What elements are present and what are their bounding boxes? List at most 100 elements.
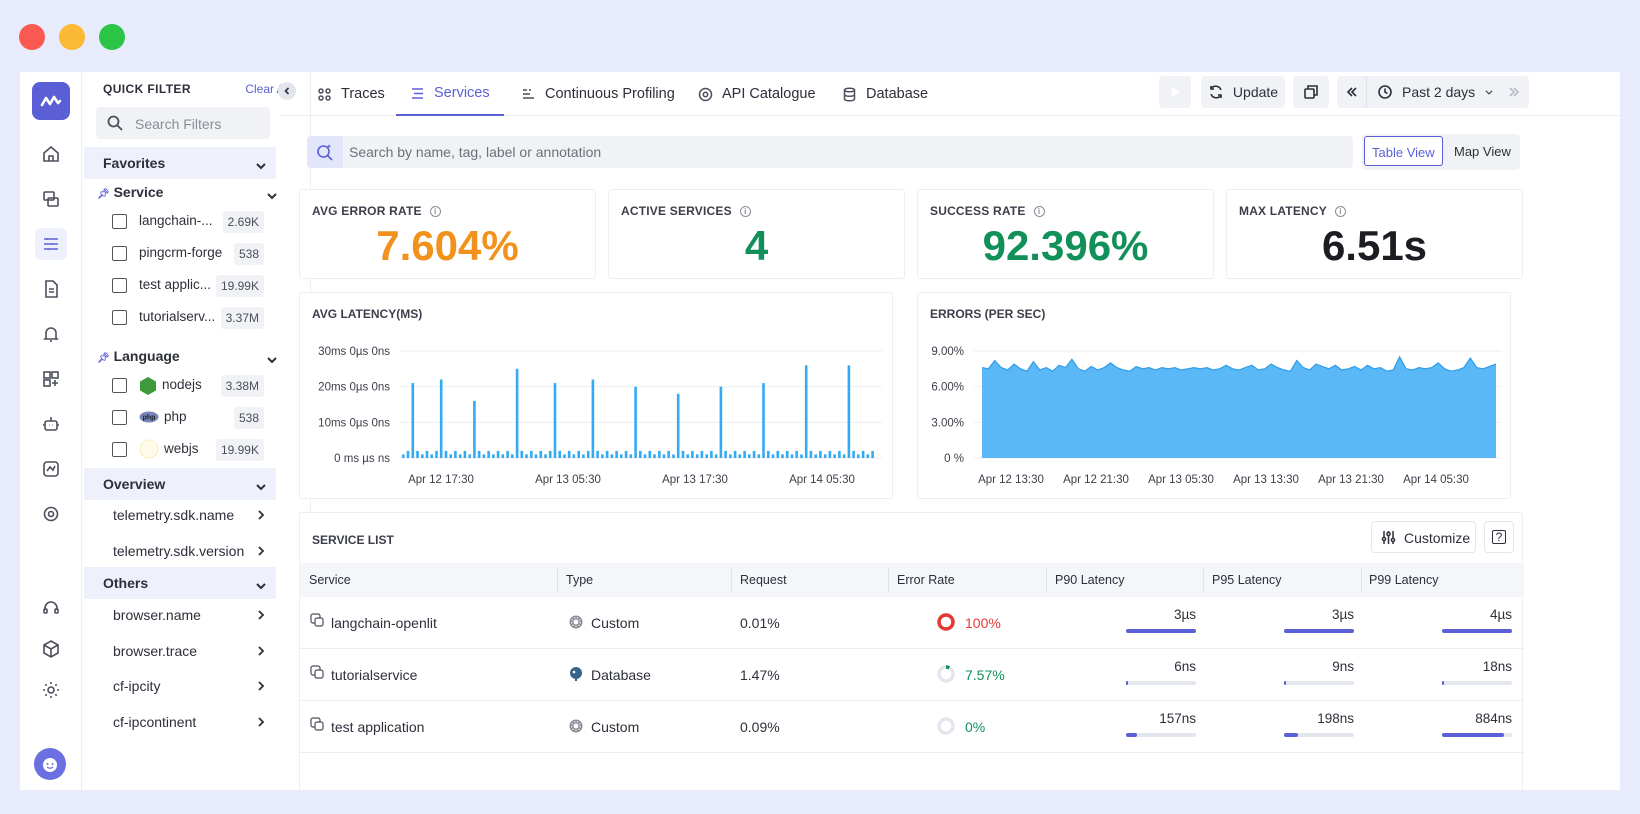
maximize-window-button[interactable] xyxy=(99,24,125,50)
table-view-button[interactable]: Table View xyxy=(1364,136,1443,166)
home-icon[interactable] xyxy=(35,138,67,170)
y-tick-label: 6.00% xyxy=(931,382,964,394)
attribute-label: cf-ipcity xyxy=(113,678,161,694)
dashboard-add-icon[interactable] xyxy=(35,363,67,395)
map-view-button[interactable]: Map View xyxy=(1454,144,1511,159)
filter-item-language[interactable]: php php 538 xyxy=(112,406,264,430)
double-chevron-left-icon xyxy=(1346,87,1357,97)
filter-item-language[interactable]: nodejs 3.38M xyxy=(112,374,264,398)
play-icon xyxy=(1172,87,1180,97)
latency-bar xyxy=(653,454,656,458)
latency-bar xyxy=(776,450,780,458)
settings-cog-icon[interactable] xyxy=(35,498,67,530)
user-avatar[interactable] xyxy=(34,748,66,780)
latency-bar xyxy=(676,393,680,458)
logs-icon[interactable] xyxy=(35,273,67,305)
main-content: Traces Services Continuous Profiling API… xyxy=(279,72,1620,790)
apm-icon[interactable] xyxy=(35,228,67,260)
info-icon[interactable]: i xyxy=(429,206,441,217)
column-header-service[interactable]: Service xyxy=(309,573,351,587)
latency-bar xyxy=(828,450,832,458)
app-logo[interactable] xyxy=(32,82,70,120)
minimize-window-button[interactable] xyxy=(59,24,85,50)
copy-button[interactable] xyxy=(1293,76,1329,108)
chevron-right-icon xyxy=(258,610,265,620)
column-header-p90-latency[interactable]: P90 Latency xyxy=(1055,573,1125,587)
column-header-p95-latency[interactable]: P95 Latency xyxy=(1212,573,1282,587)
service-search-input[interactable]: Search by name, tag, label or annotation xyxy=(307,136,1353,168)
tab-api-catalogue[interactable]: API Catalogue xyxy=(698,72,816,116)
checkbox[interactable] xyxy=(112,410,127,425)
filter-item-service[interactable]: langchain-... 2.69K xyxy=(112,210,264,234)
help-button[interactable]: ? xyxy=(1484,521,1514,553)
service-name[interactable]: langchain-openlit xyxy=(331,615,437,631)
filter-item-label: langchain-... xyxy=(139,213,213,228)
attribute-item[interactable]: telemetry.sdk.name xyxy=(113,507,265,523)
language-group-header[interactable]: 📌︎ Language xyxy=(97,348,277,364)
attribute-item[interactable]: telemetry.sdk.version xyxy=(113,543,265,559)
update-button[interactable]: Update xyxy=(1201,76,1285,108)
info-icon[interactable]: i xyxy=(739,206,751,217)
service-name[interactable]: tutorialservice xyxy=(331,667,418,683)
checkbox[interactable] xyxy=(112,442,127,457)
attribute-item[interactable]: cf-ipcontinent xyxy=(113,714,265,730)
latency-bar xyxy=(681,450,685,458)
latency-bar-track xyxy=(1442,733,1512,737)
filter-search-input[interactable]: Search Filters xyxy=(96,107,270,139)
attribute-label: browser.name xyxy=(113,607,201,623)
integrations-icon[interactable] xyxy=(35,633,67,665)
kpi-label-text: MAX LATENCY xyxy=(1239,204,1327,218)
infrastructure-icon[interactable] xyxy=(35,183,67,215)
tab-database[interactable]: Database xyxy=(842,72,928,116)
time-range-picker[interactable]: Past 2 days xyxy=(1337,76,1527,108)
next-range-button[interactable] xyxy=(1499,76,1529,108)
gear-icon[interactable] xyxy=(35,674,67,706)
checkbox[interactable] xyxy=(112,310,127,325)
tab-traces[interactable]: Traces xyxy=(317,72,385,116)
chevron-right-icon xyxy=(258,546,265,556)
service-group-header[interactable]: 📌︎ Service xyxy=(97,184,277,200)
attribute-item[interactable]: browser.name xyxy=(113,607,265,623)
favorites-section[interactable]: Favorites xyxy=(84,147,276,179)
others-section[interactable]: Others xyxy=(84,567,276,599)
info-icon[interactable]: i xyxy=(1033,206,1045,217)
latency-bar xyxy=(548,450,552,458)
support-icon[interactable] xyxy=(35,592,67,624)
attribute-item[interactable]: cf-ipcity xyxy=(113,678,265,694)
latency-bar xyxy=(800,454,803,458)
column-header-p99-latency[interactable]: P99 Latency xyxy=(1369,573,1439,587)
attribute-item[interactable]: browser.trace xyxy=(113,643,265,659)
prev-range-button[interactable] xyxy=(1337,76,1367,108)
checkbox[interactable] xyxy=(112,378,127,393)
table-row[interactable]: langchain-openlit Custom 0.01% 100% 3µs 3µs 4µ… xyxy=(300,597,1524,649)
info-icon[interactable]: i xyxy=(1334,206,1346,217)
collapse-panel-button[interactable] xyxy=(278,82,296,100)
alerts-icon[interactable] xyxy=(35,318,67,350)
close-window-button[interactable] xyxy=(19,24,45,50)
filter-item-language[interactable]: webjs 19.99K xyxy=(112,438,264,462)
latency-bar xyxy=(819,450,822,458)
avg-latency-chart[interactable]: 30ms 0µs 0ns 20ms 0µs 0ns 10ms 0µs 0ns 0 ms… xyxy=(300,293,892,498)
checkbox[interactable] xyxy=(112,214,127,229)
table-row[interactable]: tutorialservice Database 1.47% 7.57% 6ns 9ns 1… xyxy=(300,649,1524,701)
filter-item-service[interactable]: tutorialserv... 3.37M xyxy=(112,306,264,330)
filter-item-service[interactable]: pingcrm-forge 538 xyxy=(112,242,264,266)
filter-item-service[interactable]: test applic... 19.99K xyxy=(112,274,264,298)
customize-button[interactable]: Customize xyxy=(1371,521,1476,553)
checkbox[interactable] xyxy=(112,278,127,293)
tab-services[interactable]: Services xyxy=(396,72,504,116)
overview-section[interactable]: Overview xyxy=(84,468,276,500)
service-name[interactable]: test application xyxy=(331,719,425,735)
checkbox[interactable] xyxy=(112,246,127,261)
latency-bar xyxy=(430,454,433,458)
column-header-request[interactable]: Request xyxy=(740,573,787,587)
errors-chart[interactable]: 9.00% 6.00% 3.00% 0 % Apr 12 13:30 Apr 12 21:… xyxy=(918,293,1510,498)
column-header-type[interactable]: Type xyxy=(566,573,594,587)
gear-icon xyxy=(569,719,583,733)
column-header-error-rate[interactable]: Error Rate xyxy=(897,573,955,587)
play-button[interactable] xyxy=(1159,76,1191,108)
tab-continuous-profiling[interactable]: Continuous Profiling xyxy=(521,72,675,116)
bot-icon[interactable] xyxy=(35,408,67,440)
table-row[interactable]: test application Custom 0.09% 0% 157ns 198ns 8… xyxy=(300,701,1524,753)
monitoring-icon[interactable] xyxy=(35,453,67,485)
